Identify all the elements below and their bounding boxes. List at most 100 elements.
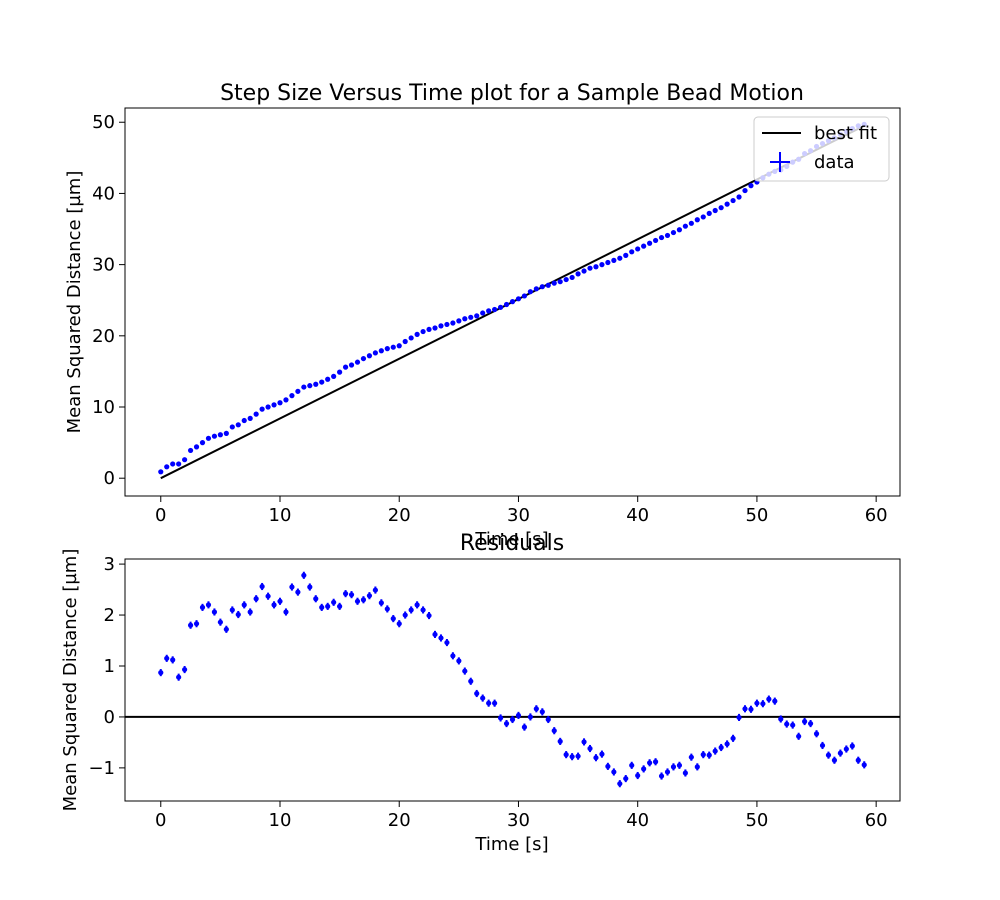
data-point (384, 346, 390, 352)
data-point (736, 714, 742, 721)
data-point (319, 379, 325, 385)
chart-title: Step Size Versus Time plot for a Sample … (220, 81, 804, 106)
data-point (360, 355, 367, 362)
data-point (694, 217, 700, 223)
data-point (384, 606, 390, 612)
data-point (265, 593, 271, 599)
data-point (641, 766, 647, 772)
data-point (706, 752, 712, 758)
data-point (819, 742, 826, 749)
data-point (474, 690, 480, 697)
data-point (712, 748, 718, 754)
data-point (629, 249, 635, 255)
data-point (277, 400, 283, 406)
data-point (551, 728, 557, 734)
data-point (533, 706, 539, 712)
y-tick-label: 1 (104, 656, 115, 677)
data-point (337, 603, 343, 609)
data-point (509, 716, 516, 723)
data-point (414, 602, 420, 608)
data-point (211, 609, 218, 615)
x-tick-label: 40 (626, 810, 649, 831)
data-point (611, 257, 617, 263)
data-point (283, 609, 289, 615)
x-axis-label: Time [s] (474, 529, 548, 550)
data-point (456, 318, 462, 324)
data-point (390, 344, 396, 350)
data-point (199, 604, 206, 611)
residuals-chart: Residuals Time [s] Mean Squared Distance… (60, 531, 901, 855)
data-point (158, 469, 164, 475)
data-point (426, 326, 432, 333)
x-tick-label: 10 (269, 810, 292, 831)
data-point (492, 306, 498, 313)
data-point (247, 609, 253, 615)
data-point (623, 775, 629, 782)
axes-frame (124, 107, 901, 497)
data-point (712, 207, 718, 214)
data-point (688, 754, 694, 760)
data-point (402, 612, 408, 618)
data-point (462, 668, 468, 674)
data-point (253, 411, 259, 417)
x-tick-label: 50 (745, 505, 768, 526)
data-point (629, 762, 635, 768)
legend-data-label: data (814, 152, 855, 173)
data-point (724, 741, 730, 747)
data-point (176, 461, 182, 467)
chart-title: Residuals (460, 531, 564, 556)
data-point (682, 223, 688, 229)
data-point (366, 353, 373, 359)
data-point (593, 755, 599, 761)
data-point (259, 406, 265, 412)
y-tick-label: −1 (88, 758, 115, 779)
data-point (575, 271, 581, 277)
data-point (354, 359, 361, 365)
data-point (468, 314, 474, 320)
data-point (772, 698, 778, 704)
msd-vs-time-chart: Step Size Versus Time plot for a Sample … (64, 81, 901, 550)
data-point (235, 611, 241, 618)
data-point (342, 364, 349, 370)
legend-best-fit-label: best fit (814, 123, 877, 144)
data-point (158, 670, 164, 676)
data-point (348, 362, 355, 368)
data-point (527, 714, 533, 720)
data-point (736, 194, 742, 200)
data-point (509, 299, 516, 305)
data-point (557, 738, 563, 744)
data-point (187, 447, 194, 454)
data-point (742, 706, 748, 712)
y-tick-label: 30 (92, 255, 115, 276)
data-point (623, 252, 629, 258)
data-point (581, 268, 587, 274)
data-point (331, 373, 337, 379)
data-point (217, 432, 223, 438)
y-tick-label: 10 (92, 397, 115, 418)
data-point (664, 769, 671, 775)
data-point (539, 284, 545, 290)
y-tick-label: 40 (92, 183, 115, 204)
data-point (563, 276, 569, 283)
x-tick-label: 0 (155, 810, 166, 831)
data-point (796, 733, 802, 739)
axes-frame (124, 558, 901, 802)
data-point (235, 422, 241, 428)
data-point (521, 724, 528, 730)
data-point (563, 752, 569, 758)
data-point (360, 597, 367, 603)
y-tick-label: 0 (104, 468, 115, 489)
data-point (802, 718, 808, 725)
data-point (211, 433, 218, 439)
x-tick-label: 40 (626, 505, 649, 526)
data-point (176, 674, 182, 680)
data-point (766, 696, 772, 702)
data-point (342, 591, 349, 597)
data-point (271, 602, 277, 608)
data-point (545, 716, 551, 723)
data-point (164, 464, 170, 470)
data-point (199, 440, 206, 446)
x-tick-label: 20 (388, 810, 411, 831)
data-point (861, 762, 867, 768)
data-point (307, 383, 313, 389)
